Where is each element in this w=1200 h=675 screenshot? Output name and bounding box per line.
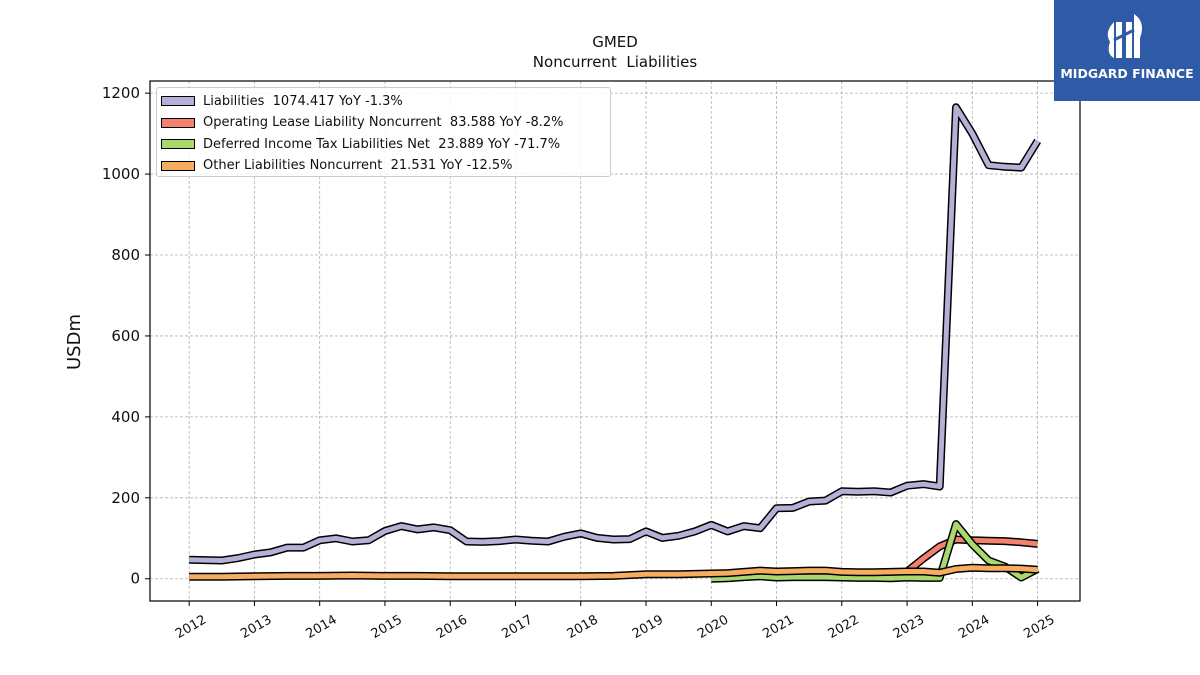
x-tick-label: 2019 (630, 612, 666, 642)
brand-name: MIDGARD FINANCE (1060, 66, 1194, 81)
chart-subtitle: Noncurrent Liabilities (533, 53, 698, 71)
x-tick-label: 2020 (695, 612, 731, 642)
y-tick-label: 400 (111, 408, 140, 426)
y-axis-label: USDm (64, 314, 85, 370)
legend-swatch (161, 160, 195, 171)
legend-label: Other Liabilities Noncurrent 21.531 YoY … (203, 158, 513, 173)
legend-swatch (161, 117, 195, 128)
x-tick-label: 2015 (369, 612, 405, 642)
x-tick-label: 2018 (565, 612, 601, 642)
y-tick-label: 600 (111, 327, 140, 345)
chart-title: GMED (592, 33, 638, 51)
legend-label: Liabilities 1074.417 YoY -1.3% (203, 93, 403, 109)
x-tick-label: 2014 (304, 612, 340, 642)
x-tick-label: 2022 (826, 612, 862, 642)
series-line-2 (711, 521, 1039, 582)
brand-logo: MIDGARD FINANCE (1054, 0, 1200, 101)
x-tick-label: 2021 (760, 612, 796, 642)
x-tick-label: 2024 (956, 612, 992, 642)
midgard-logo-icon (1107, 14, 1142, 58)
legend-swatch (161, 96, 195, 106)
legend-item: Other Liabilities Noncurrent 21.531 YoY … (161, 156, 513, 176)
x-tick-label: 2025 (1021, 612, 1057, 642)
legend-item: Liabilities 1074.417 YoY -1.3% (161, 91, 403, 111)
x-tick-label: 2013 (238, 612, 274, 642)
legend-item: Operating Lease Liability Noncurrent 83.… (161, 113, 564, 133)
x-tick-label: 2017 (499, 612, 535, 642)
legend-item: Deferred Income Tax Liabilities Net 23.8… (161, 134, 560, 154)
series-line-3 (189, 565, 1038, 580)
y-tick-label: 200 (111, 489, 140, 507)
x-tick-label: 2023 (891, 612, 927, 642)
legend-swatch (161, 139, 195, 149)
x-tick-label: 2012 (173, 612, 209, 642)
legend-label: Operating Lease Liability Noncurrent 83.… (203, 115, 564, 130)
x-tick-label: 2016 (434, 612, 470, 642)
y-tick-label: 1200 (102, 84, 140, 102)
series-line-0 (189, 104, 1040, 563)
legend-label: Deferred Income Tax Liabilities Net 23.8… (203, 136, 561, 152)
y-tick-label: 0 (130, 570, 140, 588)
y-tick-label: 800 (111, 246, 140, 264)
plot-frame (149, 80, 1081, 602)
chart-legend: Liabilities 1074.417 YoY -1.3% Operating … (156, 87, 611, 177)
y-tick-label: 1000 (102, 165, 140, 183)
